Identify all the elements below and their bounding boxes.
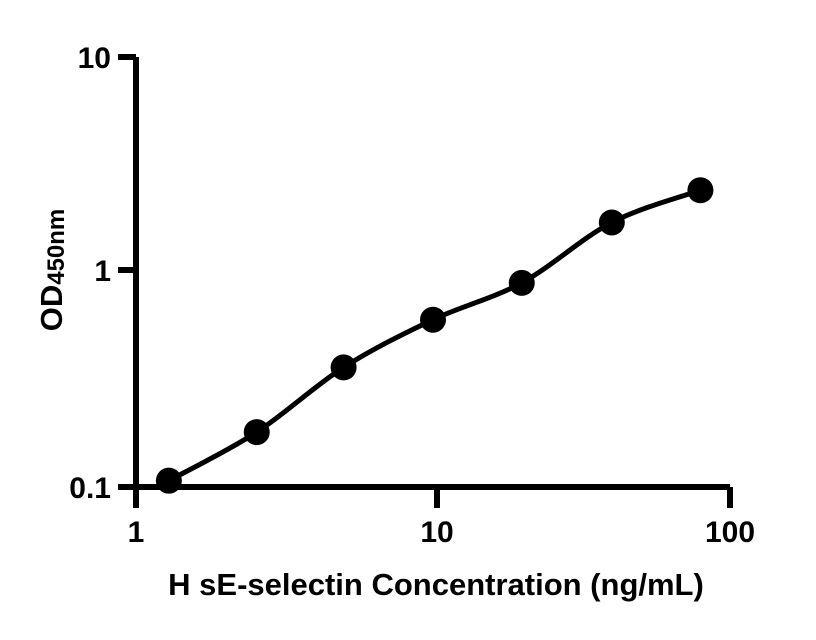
y-axis-title-main: OD: [34, 285, 69, 332]
y-tick-label-1: 1: [94, 255, 111, 288]
x-tick-label-1: 1: [128, 516, 145, 549]
data-point: [508, 269, 535, 296]
y-axis-title-text: OD450nm: [34, 209, 70, 332]
data-point: [687, 177, 714, 204]
y-axis-title: OD450nm: [34, 209, 70, 332]
y-axis-title-sub: 450nm: [43, 209, 70, 285]
x-tick-label-10: 10: [420, 516, 453, 549]
y-tick-label-10: 10: [78, 42, 111, 75]
data-point-group: [155, 177, 714, 494]
x-tick-label-100: 100: [705, 516, 755, 549]
data-point: [420, 306, 446, 333]
data-point: [155, 467, 182, 494]
data-point: [598, 209, 625, 236]
x-axis-title: H sE-selectin Concentration (ng/mL): [168, 567, 704, 602]
data-point: [243, 419, 270, 446]
y-tick-label-0-1: 0.1: [69, 472, 111, 505]
data-point: [330, 354, 357, 381]
